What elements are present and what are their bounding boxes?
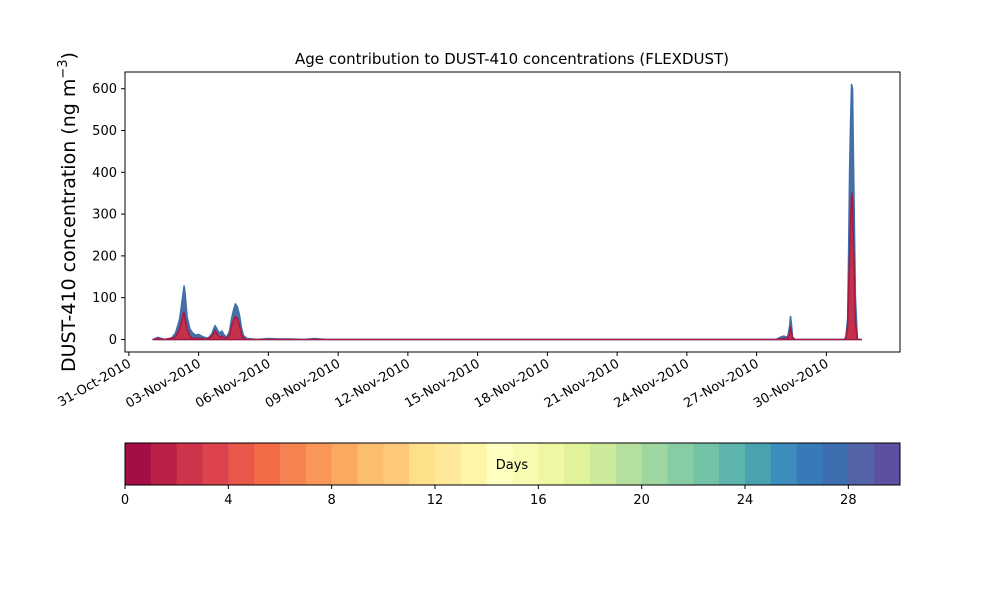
colorbar-bin — [667, 443, 694, 485]
colorbar-bin — [280, 443, 307, 485]
y-axis-ticks: 0 100 200 300 400 500 600 — [92, 82, 125, 348]
colorbar-bin — [305, 443, 333, 485]
colorbar-bin — [796, 443, 823, 485]
colorbar-bin — [564, 443, 591, 485]
colorbar-bin — [693, 443, 720, 485]
colorbar-bin — [745, 443, 772, 485]
main-chart: Age contribution to DUST-410 concentrati… — [55, 50, 901, 411]
colorbar-bin — [719, 443, 746, 485]
colorbar-bin — [512, 443, 539, 485]
y-axis-label-main: DUST-410 concentration (ng m — [58, 79, 80, 372]
x-tick-label: 27-Nov-2010 — [681, 356, 761, 411]
colorbar-bin — [874, 443, 901, 485]
x-tick-label: 06-Nov-2010 — [193, 356, 273, 411]
series-layer — [152, 83, 863, 341]
colorbar-tick-label: 4 — [224, 493, 232, 508]
plot-frame — [124, 71, 901, 353]
days-colorbar: Days 0 4 8 12 16 20 24 28 — [121, 442, 901, 508]
colorbar-bin — [150, 443, 178, 485]
y-tick-label: 200 — [92, 249, 117, 264]
colorbar-tick-label: 24 — [737, 493, 754, 508]
x-tick-label: 12-Nov-2010 — [333, 356, 413, 411]
colorbar-bin — [641, 443, 668, 485]
y-tick-label: 100 — [92, 291, 117, 306]
colorbar-label: Days — [496, 458, 529, 473]
y-tick-label: 500 — [92, 124, 117, 139]
colorbar-bins — [125, 443, 901, 485]
colorbar-bin — [331, 443, 358, 485]
x-tick-label: 30-Nov-2010 — [751, 356, 831, 411]
colorbar-bin — [357, 443, 384, 485]
x-tick-label: 15-Nov-2010 — [402, 356, 482, 411]
colorbar-bin — [202, 443, 229, 485]
x-axis-ticks: 31-Oct-201003-Nov-201006-Nov-201009-Nov-… — [55, 352, 831, 411]
series-area-2 — [152, 192, 863, 341]
colorbar-bin — [590, 443, 617, 485]
colorbar-bin — [383, 443, 410, 485]
colorbar-tick-label: 20 — [633, 493, 650, 508]
y-axis-label: DUST-410 concentration (ng m−3) — [56, 52, 80, 372]
colorbar-bin — [228, 443, 255, 485]
x-tick-label: 03-Nov-2010 — [123, 356, 203, 411]
y-tick-label: 400 — [92, 166, 117, 181]
colorbar-bin — [176, 443, 203, 485]
y-tick-label: 600 — [92, 82, 117, 97]
colorbar-bin — [254, 443, 281, 485]
colorbar-bin — [822, 443, 849, 485]
x-tick-label: 21-Nov-2010 — [542, 356, 622, 411]
colorbar-frame — [124, 442, 901, 486]
colorbar-tick-label: 12 — [427, 493, 444, 508]
y-tick-label: 300 — [92, 208, 117, 223]
colorbar-bin — [538, 443, 565, 485]
colorbar-bin — [486, 443, 513, 485]
colorbar-tick-label: 16 — [530, 493, 547, 508]
x-tick-label: 09-Nov-2010 — [263, 356, 343, 411]
y-tick-label: 0 — [109, 333, 117, 348]
colorbar-tick-label: 8 — [328, 493, 336, 508]
colorbar-bin — [435, 443, 462, 485]
colorbar-tick-label: 0 — [121, 493, 129, 508]
colorbar-bin — [409, 443, 436, 485]
colorbar-bin — [615, 443, 643, 485]
x-tick-label: 24-Nov-2010 — [612, 356, 692, 411]
y-axis-label-close: ) — [58, 52, 80, 59]
colorbar-tick-label: 28 — [840, 493, 857, 508]
colorbar-bin — [125, 443, 152, 485]
series-area-1 — [152, 83, 863, 341]
y-axis-label-exponent: −3 — [56, 59, 71, 78]
colorbar-ticks: 0 4 8 12 16 20 24 28 — [121, 485, 857, 508]
x-tick-label: 18-Nov-2010 — [472, 356, 552, 411]
colorbar-bin — [848, 443, 875, 485]
chart-title: Age contribution to DUST-410 concentrati… — [295, 50, 729, 68]
colorbar-bin — [460, 443, 488, 485]
colorbar-bin — [770, 443, 798, 485]
